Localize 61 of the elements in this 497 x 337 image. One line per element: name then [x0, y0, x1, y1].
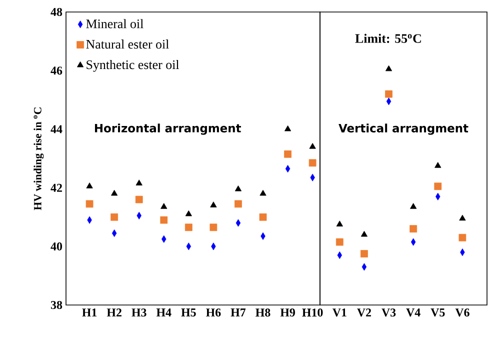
- point: [259, 213, 267, 221]
- point: [459, 214, 466, 221]
- point: [86, 182, 93, 188]
- point: [160, 216, 168, 224]
- point: [410, 225, 418, 233]
- x-tick-label: H8: [256, 308, 270, 317]
- y-tick-label: 38: [50, 300, 62, 310]
- point: [185, 210, 192, 216]
- x-tick-label: H4: [156, 308, 172, 316]
- x-tick-label: V6: [455, 308, 470, 317]
- point: [336, 220, 343, 226]
- point: [234, 200, 242, 208]
- x-tick-label: V3: [382, 308, 396, 317]
- point: [410, 203, 417, 209]
- x-tick-label: H3: [132, 308, 146, 317]
- point: [184, 224, 192, 232]
- y-axis-title: HV winding rise in $^{o}$C: [34, 108, 44, 210]
- point: [260, 190, 266, 196]
- point: [434, 162, 442, 168]
- point: [385, 90, 392, 98]
- point: [458, 234, 466, 242]
- x-tick-label: V4: [406, 308, 420, 317]
- x-tick-label: V2: [357, 308, 372, 317]
- point: [110, 213, 118, 221]
- x-tick-label: V1: [332, 308, 346, 317]
- y-tick-label: 40: [50, 242, 62, 250]
- point: [360, 230, 368, 237]
- x-tick-label: H6: [206, 308, 221, 317]
- annotation: Limit: 55$^{o}$C: [355, 34, 421, 43]
- x-tick-label: H10: [302, 308, 323, 317]
- point: [136, 180, 142, 186]
- point: [284, 150, 292, 158]
- point: [284, 125, 292, 132]
- point: [385, 65, 392, 72]
- point: [434, 182, 442, 190]
- point: [336, 238, 344, 246]
- x-tick-label: H9: [280, 308, 295, 317]
- point: [210, 224, 218, 232]
- legend-label: Mineral oil: [86, 19, 144, 28]
- x-tick-label: H5: [181, 308, 196, 316]
- legend-label: Natural ester oil: [86, 40, 169, 49]
- y-tick-label: 42: [50, 184, 62, 192]
- x-tick-label: H7: [230, 308, 246, 316]
- point: [210, 202, 217, 208]
- point: [86, 200, 94, 208]
- point: [111, 190, 118, 196]
- x-tick-label: V5: [430, 308, 445, 317]
- point: [160, 203, 168, 209]
- y-tick-label: 44: [50, 125, 62, 134]
- legend-label: Synthetic ester oil: [86, 60, 180, 72]
- y-tick-label: 46: [50, 66, 62, 75]
- x-tick-label: H1: [82, 308, 97, 316]
- point: [234, 185, 242, 192]
- point: [135, 196, 143, 204]
- x-tick-label: H2: [106, 308, 122, 316]
- point: [308, 159, 316, 167]
- point: [360, 250, 368, 258]
- point: [309, 142, 316, 149]
- y-tick-label: 48: [50, 8, 62, 16]
- annotation: Horizontal arrangment: [94, 124, 242, 135]
- annotation: Vertical arrangment: [338, 124, 468, 135]
